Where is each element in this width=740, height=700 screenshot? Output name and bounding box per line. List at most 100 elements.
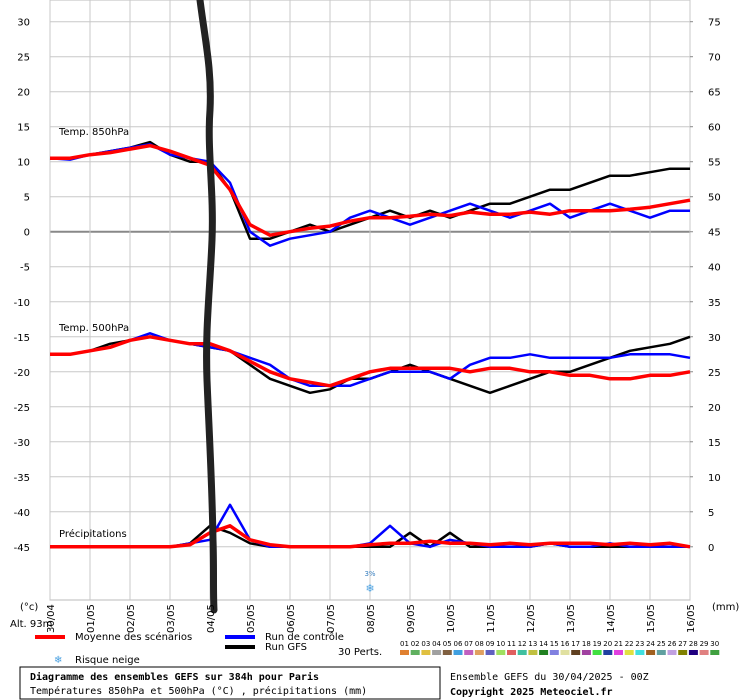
- y-tick-label: 30: [17, 18, 30, 29]
- member-label: 25: [657, 640, 666, 648]
- y2-tick-label: 75: [708, 18, 721, 29]
- y-tick-label: 15: [17, 123, 30, 134]
- y2-tick-label: 30: [708, 333, 721, 344]
- y2-tick-label: 40: [708, 263, 721, 274]
- member-swatch: [549, 650, 559, 655]
- x-tick-label: 08/05: [366, 604, 377, 633]
- x-tick-label: 02/05: [126, 604, 137, 633]
- y2-tick-label: 5: [708, 508, 714, 519]
- y2-tick-label: 60: [708, 123, 721, 134]
- member-swatch: [646, 650, 656, 655]
- label-500: Temp. 500hPa: [58, 323, 129, 334]
- member-swatch: [635, 650, 645, 655]
- y-tick-label: -20: [14, 368, 30, 379]
- member-swatch: [410, 650, 420, 655]
- member-swatch: [485, 650, 495, 655]
- y2-tick-label: 45: [708, 228, 721, 239]
- chart-subtitle: Températures 850hPa et 500hPa (°C) , pré…: [30, 685, 367, 697]
- member-swatch: [496, 650, 506, 655]
- member-swatch: [581, 650, 591, 655]
- member-label: 19: [593, 640, 602, 648]
- member-label: 08: [475, 640, 484, 648]
- y-tick-label: 5: [24, 193, 30, 204]
- lines: [49, 140, 691, 549]
- member-swatch: [656, 650, 666, 655]
- member-label: 15: [550, 640, 559, 648]
- member-label: 23: [635, 640, 644, 648]
- x-tick-label: 03/05: [166, 604, 177, 633]
- y2-tick-label: 50: [708, 193, 721, 204]
- label-850: Temp. 850hPa: [58, 127, 129, 138]
- member-swatch: [678, 650, 688, 655]
- hand-drawn-annotation: [196, 0, 218, 614]
- member-label: 13: [528, 640, 537, 648]
- y-tick-label: -25: [14, 403, 30, 414]
- member-label: 27: [678, 640, 687, 648]
- y2-tick-label: 65: [708, 88, 721, 99]
- member-label: 29: [700, 640, 709, 648]
- member-swatch: [474, 650, 484, 655]
- member-label: 21: [614, 640, 623, 648]
- y2-tick-label: 35: [708, 298, 721, 309]
- member-swatch: [539, 650, 549, 655]
- member-label: 14: [539, 640, 548, 648]
- member-label: 03: [421, 640, 430, 648]
- y-tick-label: -10: [14, 298, 30, 309]
- y-tick-label: 0: [24, 228, 30, 239]
- member-swatch: [464, 650, 474, 655]
- member-label: 02: [411, 640, 420, 648]
- member-swatch: [442, 650, 452, 655]
- altitude: Alt. 93m: [10, 619, 52, 630]
- snow-risk-icon: ❄: [365, 582, 374, 595]
- x-tick-label: 30/04: [46, 604, 57, 633]
- x-tick-label: 14/05: [606, 604, 617, 633]
- member-swatch: [432, 650, 442, 655]
- snow-risk-label: 3%: [364, 570, 375, 578]
- member-label: 28: [689, 640, 698, 648]
- x-tick-label: 10/05: [446, 604, 457, 633]
- x-tick-label: 09/05: [406, 604, 417, 633]
- member-label: 24: [646, 640, 655, 648]
- series-line: [50, 143, 691, 237]
- y-tick-label: 25: [17, 53, 30, 64]
- y2-tick-label: 70: [708, 53, 721, 64]
- x-tick-label: 07/05: [326, 604, 337, 633]
- member-swatch: [699, 650, 709, 655]
- member-label: 06: [454, 640, 463, 648]
- snow-legend: Risque neige: [75, 655, 140, 666]
- legend-label: Moyenne des scénarios: [75, 631, 192, 643]
- member-label: 12: [518, 640, 527, 648]
- y2-tick-label: 55: [708, 158, 721, 169]
- y2-tick-label: 20: [708, 403, 721, 414]
- y-tick-label: -30: [14, 438, 30, 449]
- member-label: 30: [710, 640, 719, 648]
- member-label: 04: [432, 640, 441, 648]
- member-label: 07: [464, 640, 473, 648]
- x-tick-label: 15/05: [646, 604, 657, 633]
- y2-tick-label: 25: [708, 368, 721, 379]
- member-label: 05: [443, 640, 452, 648]
- y-tick-label: -45: [14, 543, 30, 554]
- member-swatch: [571, 650, 581, 655]
- y-unit: (°c): [20, 602, 38, 613]
- y-tick-label: 20: [17, 88, 30, 99]
- legend-label: Run de contrôle: [265, 631, 344, 643]
- member-swatch: [453, 650, 463, 655]
- member-label: 16: [561, 640, 570, 648]
- member-label: 18: [582, 640, 591, 648]
- x-tick-label: 13/05: [566, 604, 577, 633]
- snow-icon: ❄: [54, 655, 62, 666]
- series-line: [50, 335, 691, 388]
- member-swatch: [688, 650, 698, 655]
- x-tick-label: 05/05: [246, 604, 257, 633]
- member-swatch: [517, 650, 527, 655]
- x-tick-label: 06/05: [286, 604, 297, 633]
- member-swatch: [592, 650, 602, 655]
- run-info: Ensemble GEFS du 30/04/2025 - 00Z: [450, 672, 649, 683]
- y2-unit: (mm): [712, 602, 739, 613]
- x-tick-label: 11/05: [486, 604, 497, 633]
- series-line: [50, 524, 691, 549]
- x-tick-label: 04/05: [206, 604, 217, 633]
- member-label: 09: [486, 640, 495, 648]
- y-tick-label: -5: [20, 263, 30, 274]
